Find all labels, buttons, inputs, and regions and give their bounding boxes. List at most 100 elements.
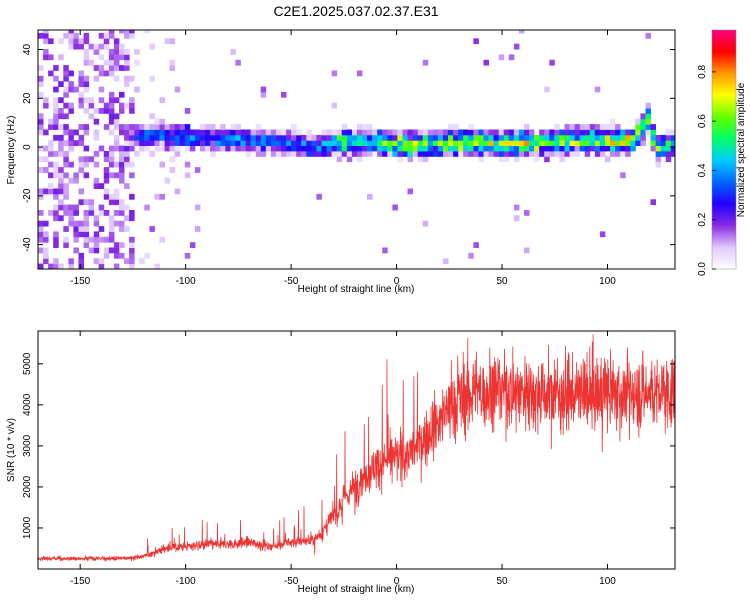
spectrogram-cell [574, 151, 581, 157]
spectrogram-cell [189, 140, 196, 146]
spectrogram-cell [341, 124, 348, 130]
spectrogram-cell [488, 134, 494, 141]
spectrogram-cell [508, 145, 515, 152]
spectrogram-cell [119, 167, 125, 173]
spectrogram-cell [164, 140, 171, 146]
spectrogram-cell [53, 231, 59, 238]
spectrogram-cell [48, 172, 54, 179]
spectrogram-cell [68, 102, 74, 109]
spectrogram-cell [356, 134, 363, 141]
spectrogram-cell [478, 140, 484, 146]
spectrogram-cell [58, 140, 64, 146]
spectrogram-cell [220, 134, 226, 141]
spectrogram-cell [174, 124, 181, 130]
spectrogram-cell [179, 129, 186, 136]
spectrogram-cell [103, 193, 110, 200]
spectrogram-cell [93, 129, 100, 136]
spectrogram-cell [463, 129, 469, 136]
spectrogram-cell [630, 145, 636, 152]
spectrogram-cell [144, 204, 150, 211]
spectrogram-cell [584, 124, 591, 130]
spectrogram-cell [73, 32, 79, 39]
spectrogram-cell [377, 129, 383, 136]
spectrogram-cell [665, 151, 672, 157]
spectrogram-cell [119, 30, 125, 34]
spectrogram-cell [291, 140, 297, 146]
spectrogram-cell [412, 151, 419, 157]
spectrogram-cell [113, 54, 120, 61]
spectrogram-cell [119, 49, 125, 55]
spectrogram-cell [73, 226, 79, 232]
figure-title: C2E1.2025.037.02.37.E31 [273, 3, 438, 19]
spectrogram-cell [159, 124, 165, 130]
spectrogram-cell [113, 49, 120, 55]
spectrogram-cell [43, 167, 49, 173]
spectrogram-cell [311, 140, 317, 146]
spectrogram-cell [38, 231, 44, 238]
spectrogram-cell [407, 134, 413, 141]
spectrogram-cell [103, 172, 110, 179]
spectrogram-cell [503, 145, 510, 152]
spectrogram-cell [387, 129, 393, 136]
spectrogram-cell [73, 43, 79, 50]
spectrogram-cell [610, 118, 616, 125]
spectrogram-cell [53, 167, 59, 173]
spectrogram-cell [503, 129, 510, 136]
spectrogram-cell [159, 236, 165, 243]
spectrogram-cell [301, 134, 307, 141]
spectrogram-cell [194, 129, 201, 136]
spectrogram-cell [670, 145, 675, 152]
spectrogram-cell [78, 252, 84, 259]
spectrogram-x-label: Height of straight line (km) [298, 284, 415, 295]
spectrogram-cell [529, 151, 535, 157]
spectrogram-cell [124, 32, 130, 39]
spectrogram-cell [397, 129, 403, 136]
spectrogram-cell [73, 210, 79, 216]
spectrogram-cell [88, 113, 95, 120]
spectrogram-cell [281, 129, 287, 136]
spectrogram-cell [98, 226, 105, 232]
spectrogram-cell [108, 215, 115, 222]
spectrogram-cell [508, 151, 515, 157]
spectrogram-cell [63, 156, 69, 163]
spectrogram-cell [524, 151, 530, 157]
spectrogram-cell [524, 247, 530, 254]
spectrogram-cell [579, 145, 586, 152]
spectrogram-cell [129, 102, 135, 109]
spectrogram-cell [139, 145, 145, 152]
spectrogram-cell [129, 193, 135, 200]
spectrogram-cell [554, 134, 560, 141]
spectrogram-cell [194, 167, 201, 173]
spectrogram-cell [103, 247, 110, 254]
spectrogram-cell [559, 129, 565, 136]
spectrogram-cell [478, 151, 484, 157]
spectrogram-cell [513, 43, 520, 50]
spectrogram-cell [620, 172, 626, 179]
spectrogram-cell [164, 134, 171, 141]
spectrogram-cell [346, 140, 353, 146]
spectrogram-y-label: Frequency (Hz) [6, 116, 17, 185]
spectrogram-cell [412, 134, 419, 141]
spectrogram-cell [650, 129, 656, 136]
spectrogram-cell [387, 140, 393, 146]
spectrogram-cell [159, 140, 165, 146]
spectrogram-cell [458, 129, 464, 136]
spectrogram-cell [108, 54, 115, 61]
spectrogram-cell [83, 81, 90, 87]
spectrogram-cell [336, 156, 343, 163]
spectrogram-cell [103, 167, 110, 173]
spectrogram-x-tick-label: -150 [70, 276, 90, 287]
spectrogram-cell [306, 134, 312, 141]
spectrogram-cell [432, 151, 439, 157]
spectrogram-cell [98, 183, 105, 189]
spectrogram-cell [113, 145, 120, 152]
spectrogram-cell [382, 140, 388, 146]
spectrogram-cell [296, 145, 302, 152]
spectrogram-cell [93, 220, 100, 227]
spectrogram-cell [58, 38, 64, 45]
spectrogram-cell [98, 97, 105, 104]
spectrogram-cell [605, 156, 611, 163]
spectrogram-cell [458, 134, 464, 141]
spectrogram-cell [53, 124, 59, 130]
spectrogram-cell [113, 252, 120, 259]
